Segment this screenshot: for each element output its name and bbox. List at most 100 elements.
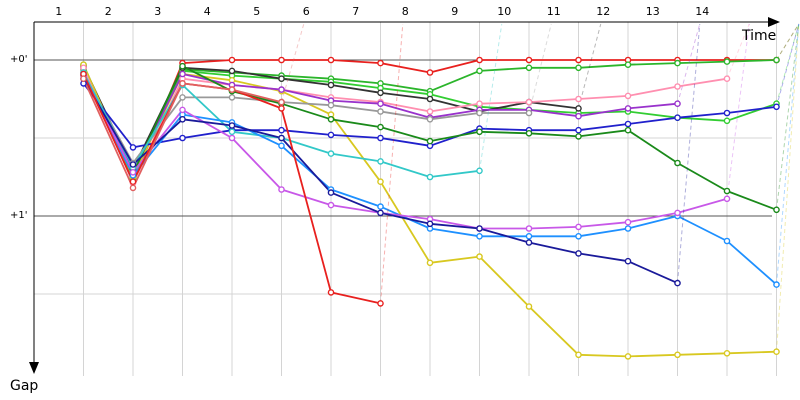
data-point bbox=[476, 167, 483, 175]
data-point bbox=[476, 128, 483, 136]
data-point bbox=[327, 131, 335, 139]
series-end-connector bbox=[380, 23, 404, 304]
x-tick-label: 14 bbox=[695, 5, 709, 18]
x-tick-label: 2 bbox=[105, 5, 112, 18]
data-point bbox=[525, 232, 533, 240]
data-point bbox=[278, 56, 285, 64]
y-axis-title: Gap bbox=[10, 378, 38, 394]
data-point bbox=[228, 122, 236, 129]
data-point bbox=[377, 178, 384, 185]
data-point bbox=[129, 178, 137, 185]
data-point bbox=[426, 137, 434, 145]
data-point bbox=[624, 120, 632, 128]
data-point bbox=[179, 62, 186, 70]
data-point bbox=[525, 303, 533, 310]
data-point bbox=[476, 56, 483, 64]
data-point bbox=[377, 209, 384, 217]
data-point bbox=[525, 225, 533, 232]
data-point bbox=[426, 259, 434, 267]
data-point bbox=[129, 184, 137, 192]
data-point bbox=[377, 134, 384, 142]
data-point bbox=[377, 100, 384, 107]
data-point bbox=[278, 186, 285, 193]
data-point bbox=[575, 56, 582, 64]
series-line bbox=[82, 75, 728, 230]
data-point bbox=[278, 75, 285, 82]
data-point bbox=[773, 56, 780, 64]
data-point bbox=[327, 81, 335, 89]
series-end-connector bbox=[479, 23, 503, 171]
x-tick-label: 7 bbox=[352, 5, 359, 18]
data-point bbox=[624, 126, 632, 134]
data-point bbox=[575, 105, 582, 112]
data-point bbox=[179, 106, 186, 114]
data-point bbox=[723, 58, 731, 65]
x-tick-label: 10 bbox=[497, 5, 511, 18]
data-point bbox=[624, 105, 632, 112]
series-end-connector bbox=[776, 23, 800, 285]
data-point bbox=[674, 100, 681, 107]
data-point bbox=[476, 100, 483, 107]
data-point bbox=[327, 116, 335, 123]
data-point bbox=[525, 98, 533, 106]
series-end-connector bbox=[776, 23, 800, 210]
series-group bbox=[82, 23, 800, 358]
data-point bbox=[476, 232, 483, 240]
data-point bbox=[426, 173, 434, 181]
data-point bbox=[773, 348, 780, 356]
data-point bbox=[624, 353, 632, 360]
series-end-connector bbox=[776, 23, 800, 61]
data-point bbox=[179, 116, 186, 123]
data-point bbox=[624, 257, 632, 265]
data-point bbox=[327, 101, 335, 109]
data-point bbox=[575, 64, 582, 72]
data-point bbox=[525, 56, 533, 64]
data-point bbox=[327, 150, 335, 157]
x-tick-label: 11 bbox=[547, 5, 561, 18]
x-axis-title: Time bbox=[741, 28, 776, 44]
x-tick-label: 6 bbox=[303, 5, 310, 18]
data-point bbox=[377, 158, 384, 165]
data-point bbox=[723, 349, 731, 357]
x-tick-label: 3 bbox=[154, 5, 161, 18]
data-point bbox=[278, 86, 285, 93]
data-point bbox=[377, 203, 384, 210]
grid-lines bbox=[34, 22, 777, 376]
data-point bbox=[377, 108, 384, 115]
series-line bbox=[82, 67, 728, 185]
data-point bbox=[674, 59, 681, 67]
x-tick-label: 5 bbox=[253, 5, 260, 18]
data-point bbox=[327, 201, 335, 209]
data-point bbox=[674, 351, 681, 359]
data-point bbox=[723, 75, 731, 82]
data-point bbox=[377, 123, 384, 131]
data-point bbox=[624, 225, 632, 232]
data-point bbox=[575, 112, 582, 120]
data-point bbox=[674, 159, 681, 167]
data-point bbox=[575, 133, 582, 140]
data-point bbox=[575, 223, 582, 231]
data-point bbox=[575, 232, 582, 240]
data-point bbox=[723, 195, 731, 203]
x-tick-label: 4 bbox=[204, 5, 211, 18]
data-point bbox=[129, 168, 137, 176]
data-point bbox=[426, 108, 434, 115]
axes-group: Time Gap bbox=[10, 17, 780, 394]
data-point bbox=[476, 225, 483, 232]
x-axis-arrow-icon bbox=[768, 17, 780, 27]
x-tick-label: 9 bbox=[451, 5, 458, 18]
x-tick-label: 12 bbox=[596, 5, 610, 18]
series-end-connector bbox=[776, 23, 800, 107]
data-point bbox=[575, 250, 582, 257]
data-point bbox=[228, 128, 236, 136]
data-point bbox=[129, 161, 137, 168]
data-point bbox=[525, 64, 533, 72]
data-point bbox=[674, 279, 681, 287]
data-point bbox=[426, 69, 434, 76]
data-point bbox=[624, 61, 632, 68]
series-line bbox=[82, 73, 529, 164]
data-point bbox=[575, 351, 582, 359]
data-point bbox=[278, 134, 285, 142]
data-point bbox=[575, 126, 582, 134]
